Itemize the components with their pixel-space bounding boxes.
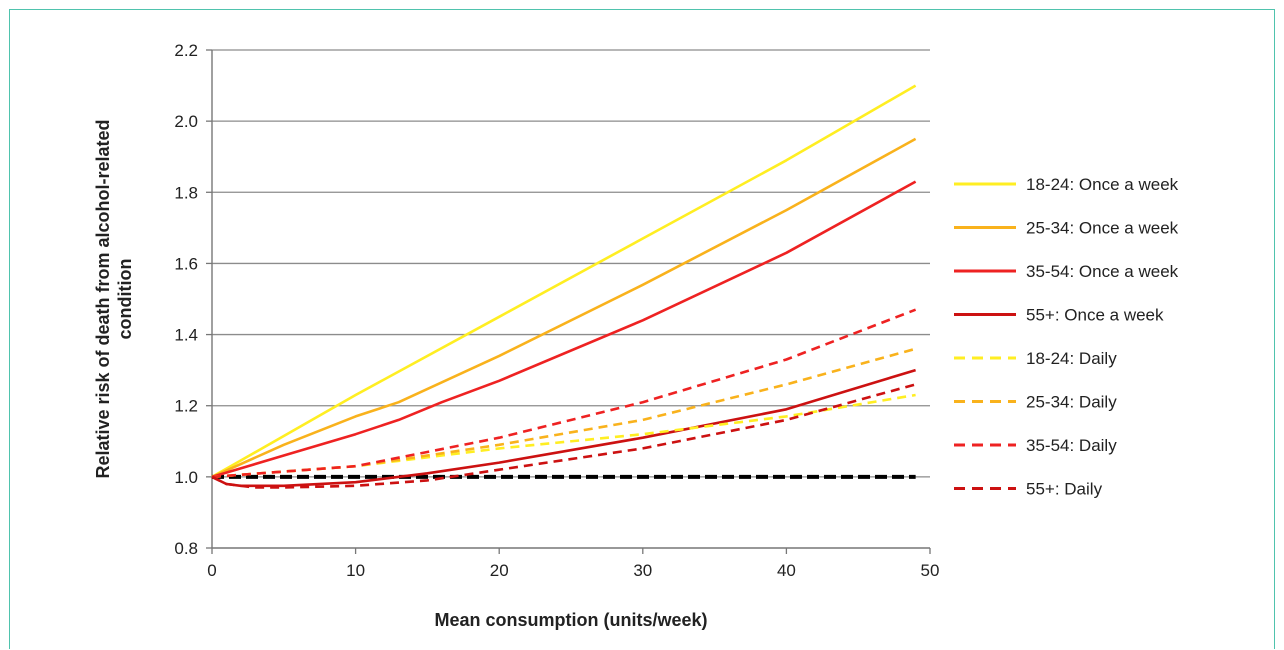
legend-label-5: 25-34: Daily (1026, 393, 1117, 412)
tick-labels: 0.8 1.0 1.2 1.4 1.6 1.8 2.0 2.2 0 10 20 30 40 50 (174, 41, 939, 580)
series-line-6 (211, 308, 917, 479)
legend: 18-24: Once a week 25-34: Once a week 35-5… (954, 175, 1179, 499)
y-tick-label: 1.8 (174, 183, 198, 202)
y-tick-label: 1.2 (174, 397, 198, 416)
legend-label-4: 18-24: Daily (1026, 349, 1117, 368)
series-line-5 (211, 347, 916, 479)
legend-label-7: 55+: Daily (1026, 480, 1103, 499)
y-axis-title-line: Relative risk of death from alcohol-rela… (93, 119, 113, 478)
x-tick-label: 0 (207, 561, 216, 580)
x-tick-label: 30 (633, 561, 652, 580)
series-line-2 (211, 180, 917, 479)
y-tick-label: 1.6 (174, 254, 198, 273)
y-tick-label: 1.0 (174, 468, 198, 487)
y-tick-label: 0.8 (174, 539, 198, 558)
legend-label-2: 35-54: Once a week (1026, 262, 1179, 281)
legend-label-0: 18-24: Once a week (1026, 175, 1179, 194)
x-tick-label: 50 (921, 561, 940, 580)
y-tick-label: 2.2 (174, 41, 198, 60)
x-tick-label: 20 (490, 561, 509, 580)
legend-label-3: 55+: Once a week (1026, 306, 1164, 325)
x-axis-title: Mean consumption (units/week) (434, 610, 707, 630)
series-line-7 (211, 383, 916, 489)
y-axis-title-line: condition (115, 259, 135, 340)
legend-label-6: 35-54: Daily (1026, 436, 1117, 455)
x-tick-label: 10 (346, 561, 365, 580)
series-line-4 (211, 393, 916, 479)
x-tick-label: 40 (777, 561, 796, 580)
y-tick-label: 2.0 (174, 112, 198, 131)
legend-label-1: 25-34: Once a week (1026, 219, 1179, 238)
series-line-1 (211, 137, 917, 479)
line-chart: 0.8 1.0 1.2 1.4 1.6 1.8 2.0 2.2 0 10 20 30 40 50 Mean… (93, 41, 1179, 630)
y-axis-title: Relative risk of death from alcohol-rela… (93, 119, 135, 478)
gridlines (212, 49, 930, 478)
series-lines (211, 84, 917, 489)
axes (206, 49, 931, 554)
y-tick-label: 1.4 (174, 326, 198, 345)
series-line-0 (211, 84, 917, 479)
chart-frame: 0.8 1.0 1.2 1.4 1.6 1.8 2.0 2.2 0 10 20 30 40 50 Mean… (9, 9, 1275, 649)
